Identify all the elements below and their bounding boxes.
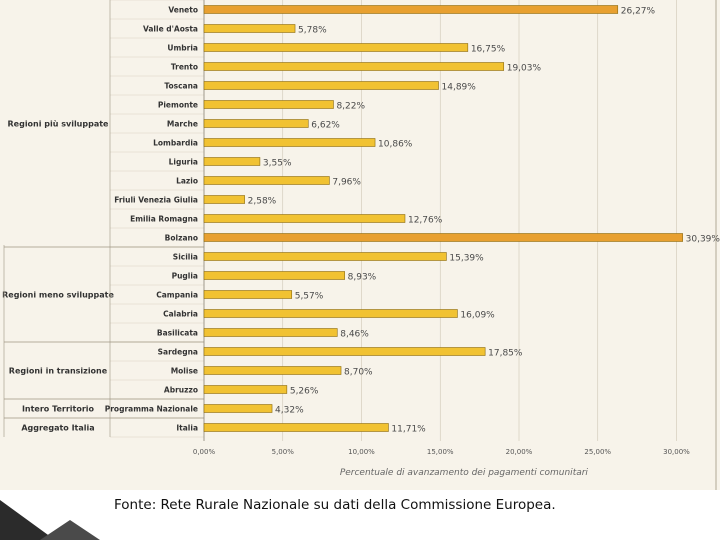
value-label: 8,46% <box>340 330 369 340</box>
value-label: 15,39% <box>449 254 484 264</box>
category-label: Sardegna <box>158 348 198 357</box>
category-label: Valle d'Aosta <box>143 25 198 34</box>
x-tick-label: 25,00% <box>584 448 611 456</box>
x-tick-label: 30,00% <box>663 448 690 456</box>
category-label: Umbria <box>167 44 198 53</box>
bar <box>203 138 376 147</box>
category-label: Emilia Romagna <box>130 215 198 224</box>
bar <box>203 404 273 413</box>
value-label: 4,32% <box>275 406 304 416</box>
bar <box>203 328 338 337</box>
value-label: 8,22% <box>336 102 365 112</box>
group-label: Regioni meno sviluppate <box>2 291 114 300</box>
value-label: 12,76% <box>408 216 443 226</box>
value-label: 19,03% <box>507 64 542 74</box>
category-label: Marche <box>167 120 198 129</box>
bar <box>203 100 334 109</box>
category-label: Basilicata <box>157 329 198 338</box>
value-label: 3,55% <box>263 159 292 169</box>
bar <box>203 366 342 375</box>
category-label: Veneto <box>168 6 198 15</box>
group-label: Regioni più sviluppate <box>8 120 110 129</box>
bar <box>203 214 406 223</box>
category-label: Sicilia <box>173 253 198 262</box>
category-label: Italia <box>176 424 198 433</box>
bar <box>203 157 261 166</box>
category-label: Friuli Venezia Giulia <box>114 196 198 205</box>
category-label: Campania <box>156 291 198 300</box>
category-label: Piemonte <box>158 101 198 110</box>
category-label: Trento <box>171 63 198 72</box>
category-label: Abruzzo <box>164 386 198 395</box>
bar <box>203 119 309 128</box>
value-label: 5,26% <box>290 387 319 397</box>
category-label: Puglia <box>172 272 198 281</box>
value-label: 16,09% <box>460 311 495 321</box>
chart-panel: Regioni più sviluppate Regioni meno svilu… <box>0 0 720 490</box>
group-label: Regioni in transizione <box>9 367 108 376</box>
x-tick-label: 20,00% <box>506 448 533 456</box>
value-label: 11,71% <box>391 425 426 435</box>
value-label: 10,86% <box>378 140 413 150</box>
category-label: Bolzano <box>165 234 198 243</box>
bar <box>203 385 288 394</box>
bar <box>203 24 296 33</box>
value-label: 5,78% <box>298 26 327 36</box>
bar <box>203 5 619 14</box>
corner-accent-shape <box>0 500 100 540</box>
bar <box>203 62 505 71</box>
bar <box>203 195 245 204</box>
x-tick-label: 15,00% <box>427 448 454 456</box>
bar-chart: Regioni più sviluppate Regioni meno svilu… <box>2 0 720 490</box>
x-axis-title: Percentuale di avanzamento dei pagamenti… <box>340 468 589 478</box>
value-label: 8,93% <box>348 273 377 283</box>
group-label: Intero Territorio <box>22 405 95 414</box>
category-label: Programma Nazionale <box>105 405 198 414</box>
category-label: Calabria <box>163 310 198 319</box>
value-label: 14,89% <box>442 83 477 93</box>
bar <box>203 252 447 261</box>
category-label: Liguria <box>169 158 198 167</box>
x-tick-label: 5,00% <box>272 448 295 456</box>
value-label: 6,62% <box>311 121 340 131</box>
value-label: 7,96% <box>332 178 361 188</box>
x-tick-label: 10,00% <box>348 448 375 456</box>
value-label: 8,70% <box>344 368 373 378</box>
category-label: Molise <box>171 367 198 376</box>
bar <box>203 347 486 356</box>
category-label: Toscana <box>164 82 198 91</box>
value-label: 30,39% <box>686 235 720 245</box>
bar <box>203 290 293 299</box>
bar <box>203 176 330 185</box>
bar <box>203 309 458 318</box>
bar <box>203 271 345 280</box>
bar <box>203 233 683 242</box>
value-label: 16,75% <box>471 45 506 55</box>
category-label: Lazio <box>176 177 198 186</box>
category-label: Lombardia <box>153 139 198 148</box>
value-label: 2,58% <box>248 197 277 207</box>
source-note: Fonte: Rete Rurale Nazionale su dati del… <box>114 497 556 513</box>
bar <box>203 81 439 90</box>
value-label: 5,57% <box>295 292 324 302</box>
bar <box>203 43 469 52</box>
value-label: 26,27% <box>621 7 656 17</box>
group-label: Aggregato Italia <box>21 424 94 433</box>
x-tick-label: 0,00% <box>193 448 216 456</box>
value-label: 17,85% <box>488 349 523 359</box>
bar <box>203 423 389 432</box>
